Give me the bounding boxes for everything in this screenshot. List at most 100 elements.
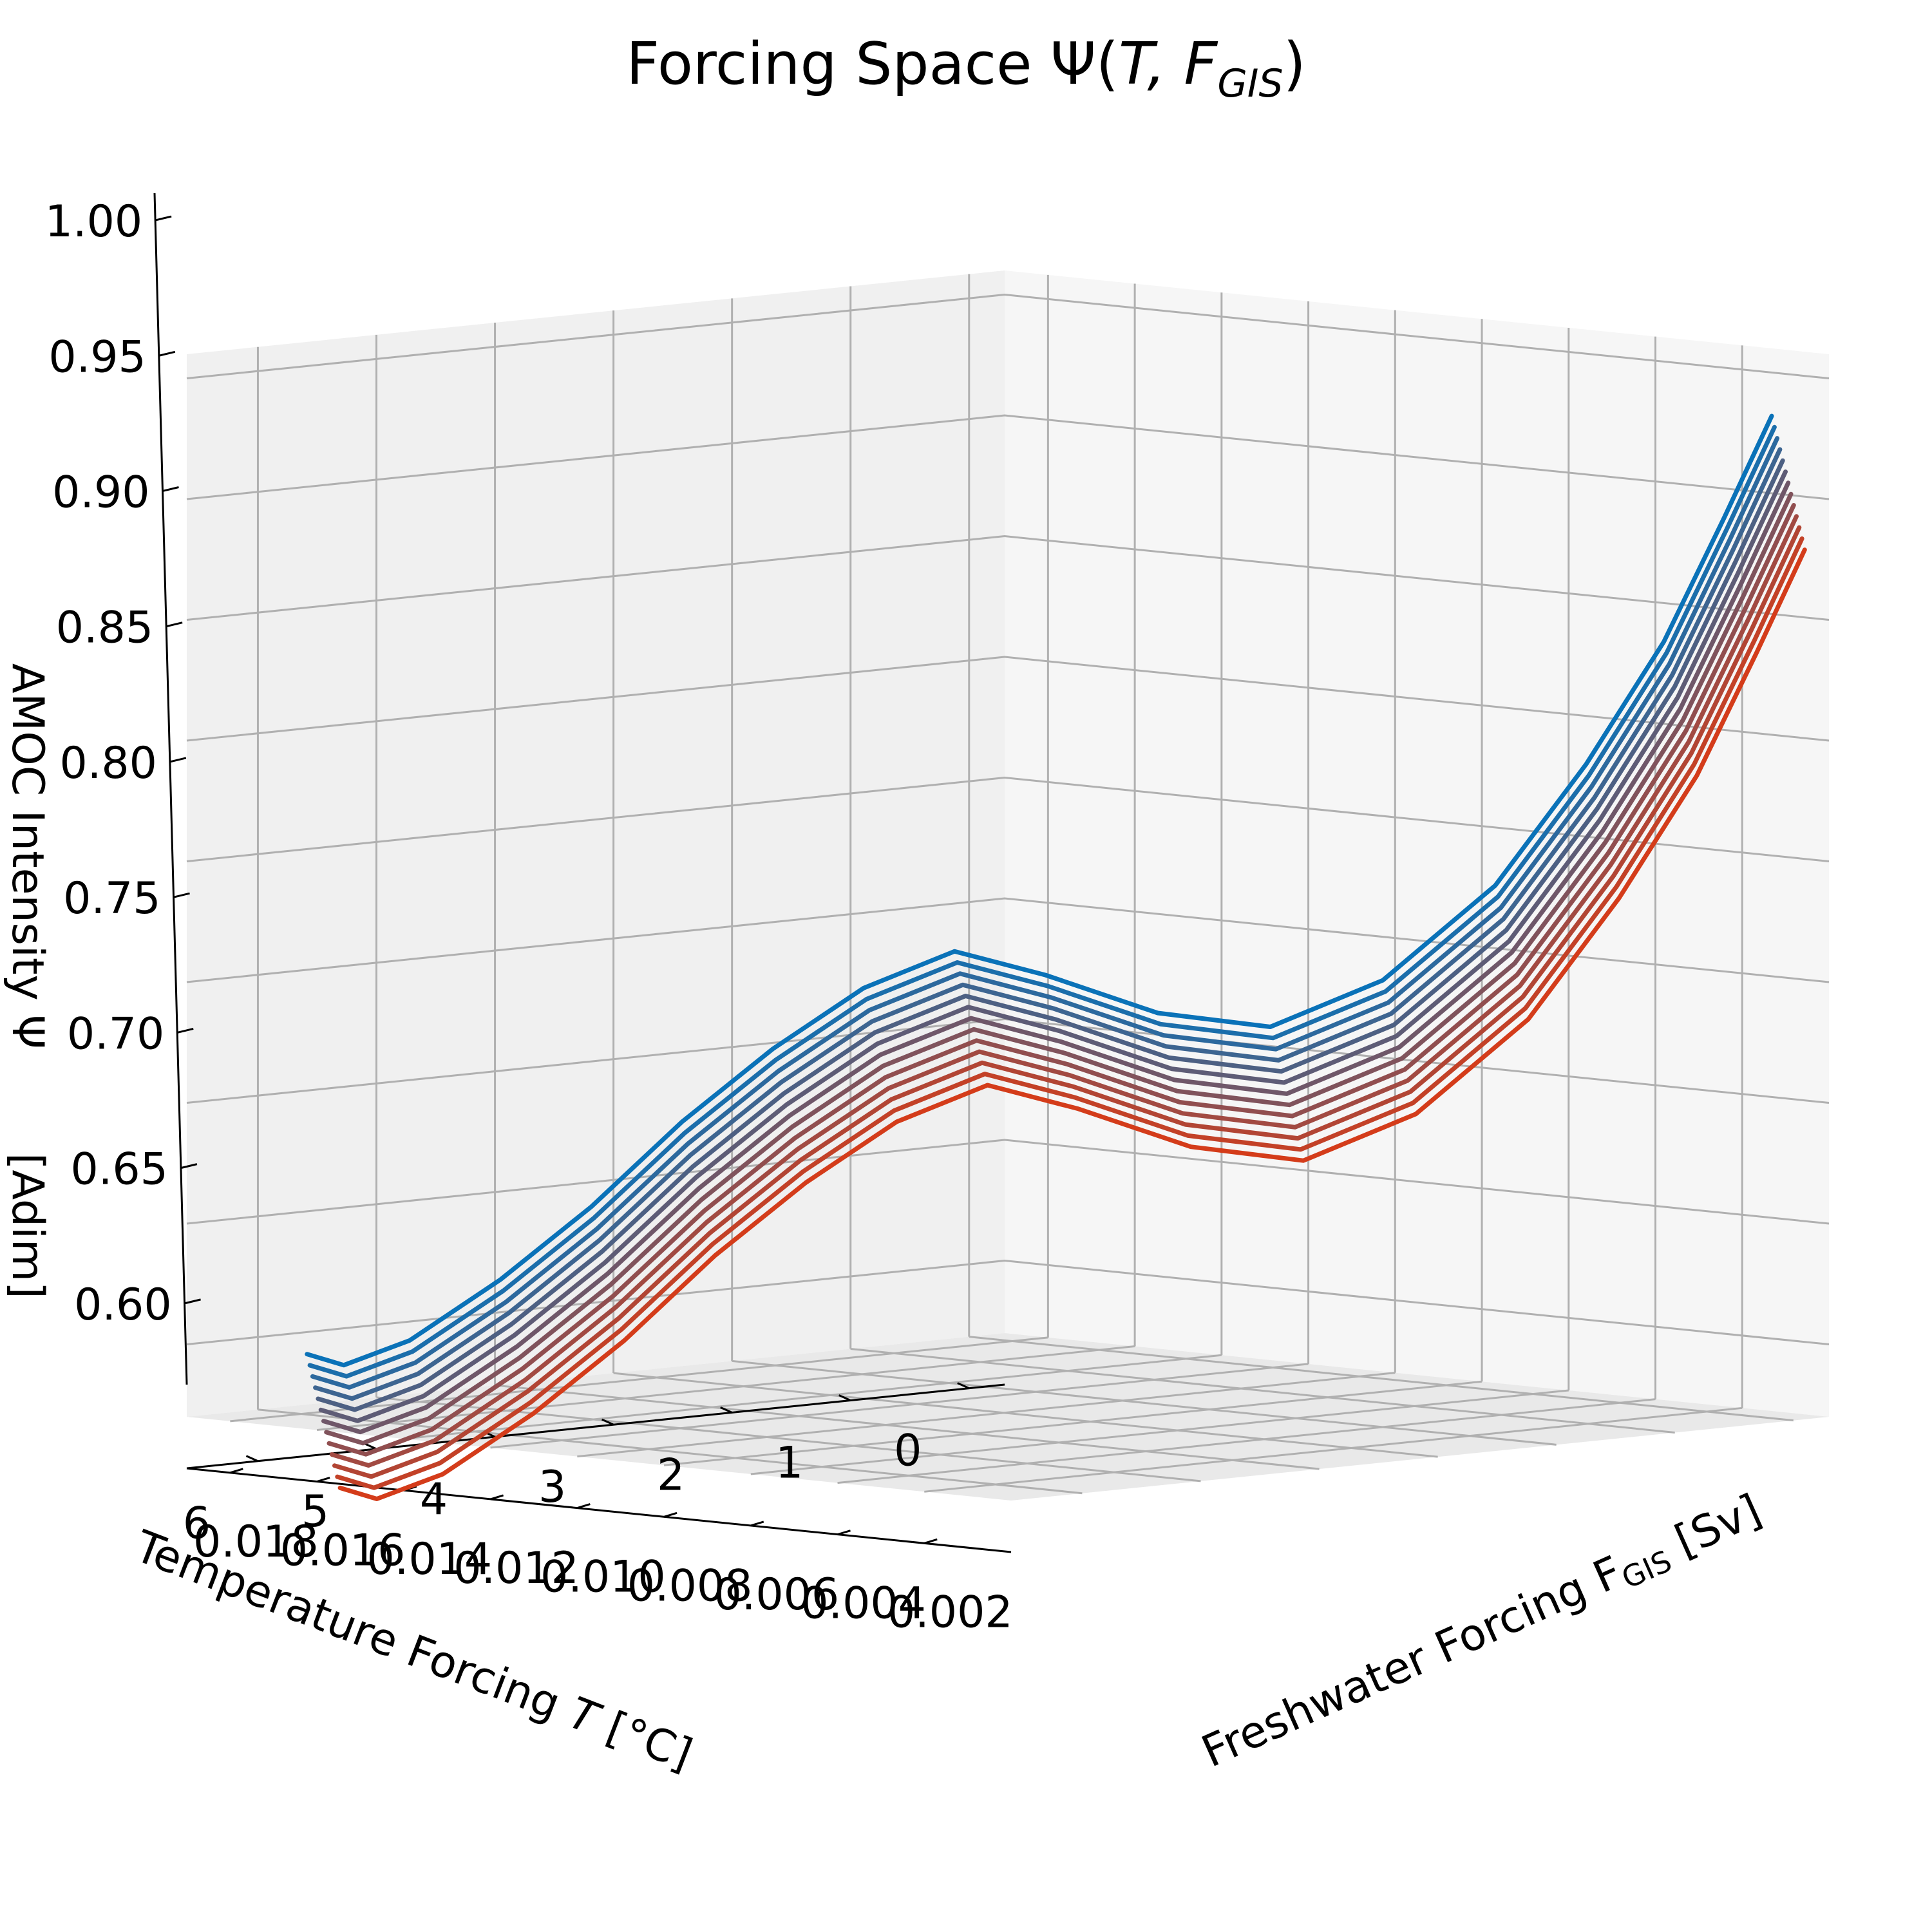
y-tick-label-6: 0.014	[367, 1534, 493, 1585]
axes-grid	[186, 274, 1830, 1495]
grid-y-floor-6	[403, 1354, 1222, 1440]
x-tick-label-2: 2	[657, 1450, 685, 1501]
grid-x-floor-2	[732, 1359, 1557, 1446]
grid-x-floor-3	[613, 1372, 1438, 1458]
y-tick-label-1: 0.004	[800, 1578, 926, 1629]
series-group	[305, 413, 1807, 1501]
x-tick-label-5: 5	[301, 1486, 329, 1537]
chart-title: Forcing Space Ψ(T, FGIS)	[626, 30, 1305, 106]
grid-y-floor-3	[663, 1380, 1482, 1466]
x-tick-label-1: 1	[775, 1437, 803, 1488]
grid-y-floor-0	[924, 1406, 1743, 1493]
z-axis-label: AMOC Intensity Ψ [Adim]	[2, 663, 53, 1299]
series-line-13	[337, 547, 1807, 1501]
series-line-4	[313, 447, 1783, 1401]
y-tick-label-3: 0.008	[627, 1560, 753, 1611]
z-axis-line	[153, 193, 188, 1385]
series-line-2	[307, 424, 1777, 1379]
z-tick-label-3: 0.75	[63, 873, 160, 924]
grid-x-floor-6	[258, 1408, 1083, 1495]
x-tick-mark-0	[957, 1382, 970, 1390]
grid-y-floor-1	[837, 1398, 1656, 1484]
x-tick-label-6: 6	[183, 1499, 211, 1549]
series-line-9	[327, 503, 1796, 1457]
grid-x-floor-4	[495, 1384, 1320, 1470]
z-tick-label-7: 0.95	[48, 332, 146, 383]
y-axis-line	[186, 1467, 1012, 1553]
title-part-close: )	[1283, 30, 1306, 98]
x-tick-mark-3	[601, 1418, 614, 1426]
series-line-3	[310, 436, 1780, 1390]
series-line-11	[332, 525, 1802, 1479]
axes-ticks: 01234560.0020.0040.0060.0080.0100.0120.0…	[45, 196, 1013, 1638]
grid-x-floor-1	[850, 1348, 1675, 1434]
ylabel-part-unit: [Sv]	[1655, 1485, 1769, 1573]
y-tick-mark-5	[490, 1494, 504, 1501]
series-line-6	[318, 469, 1788, 1423]
z-tick-mark-3	[173, 892, 190, 898]
z-tick-mark-2	[176, 1027, 194, 1034]
grid-z-0	[186, 1259, 1830, 1345]
x-tick-mark-1	[838, 1394, 851, 1401]
floor-pane	[187, 1333, 1829, 1501]
y-axis-label: Freshwater Forcing FGIS [Sv]	[1195, 1485, 1770, 1781]
z-tick-label-4: 0.80	[59, 738, 156, 789]
z-tick-mark-7	[158, 350, 176, 357]
grid-z-2	[186, 1018, 1830, 1104]
z-tick-mark-8	[155, 215, 172, 222]
y-tick-mark-4	[576, 1503, 591, 1510]
x-axis-line	[186, 1383, 1005, 1470]
grid-z-5	[186, 656, 1830, 742]
z-tick-label-5: 0.85	[56, 603, 153, 654]
grid-z-6	[186, 535, 1830, 621]
x-tick-label-3: 3	[538, 1462, 566, 1513]
grid-z-1	[186, 1139, 1830, 1225]
y-tick-label-5: 0.012	[453, 1543, 579, 1594]
z-tick-mark-4	[169, 757, 187, 763]
grid-y-floor-5	[490, 1363, 1309, 1449]
zlabel-part-2: [Adim]	[2, 1153, 53, 1299]
z-tick-mark-5	[166, 621, 183, 628]
series-line-5	[316, 458, 1785, 1412]
z-tick-mark-6	[162, 486, 179, 492]
y-tick-mark-8	[229, 1468, 243, 1474]
right-wall-pane	[1005, 270, 1829, 1417]
y-tick-label-8: 0.018	[193, 1517, 319, 1567]
axes-lines	[153, 193, 1012, 1553]
x-tick-label-0: 0	[894, 1426, 922, 1477]
series-line-1	[305, 413, 1774, 1368]
y-tick-label-0: 0.002	[887, 1587, 1013, 1638]
y-tick-label-7: 0.016	[280, 1526, 406, 1577]
grid-x-floor-0	[969, 1336, 1794, 1422]
grid-z-8	[186, 293, 1830, 379]
series-line-12	[335, 536, 1804, 1490]
x-tick-mark-2	[720, 1406, 733, 1414]
series-line-7	[321, 480, 1791, 1435]
z-tick-label-6: 0.90	[52, 468, 149, 518]
x-tick-mark-5	[364, 1443, 377, 1450]
grid-y-floor-4	[577, 1372, 1396, 1458]
y-tick-mark-3	[663, 1511, 677, 1518]
y-tick-mark-1	[837, 1530, 851, 1536]
z-tick-mark-0	[184, 1298, 201, 1305]
grid-z-7	[186, 414, 1830, 500]
z-tick-label-2: 0.70	[67, 1009, 164, 1059]
title-part-main: Forcing Space Ψ(	[626, 30, 1119, 98]
y-tick-label-4: 0.010	[540, 1552, 666, 1603]
title-part-F: , F	[1147, 30, 1218, 98]
z-tick-label-8: 1.00	[45, 196, 142, 247]
zlabel-part-1: AMOC Intensity Ψ	[2, 663, 53, 1049]
title-part-sub: GIS	[1217, 61, 1283, 106]
z-tick-label-0: 0.60	[74, 1280, 171, 1331]
z-tick-label-1: 0.65	[71, 1144, 168, 1195]
xlabel-part-unit: [°C]	[587, 1697, 699, 1781]
y-tick-mark-7	[316, 1477, 330, 1482]
y-tick-mark-2	[750, 1520, 764, 1527]
series-line-10	[329, 514, 1799, 1468]
y-tick-label-2: 0.006	[714, 1569, 839, 1620]
series-line-8	[324, 491, 1794, 1446]
ylabel-part-1: Freshwater Forcing F	[1195, 1547, 1630, 1778]
grid-y-floor-2	[750, 1389, 1569, 1475]
